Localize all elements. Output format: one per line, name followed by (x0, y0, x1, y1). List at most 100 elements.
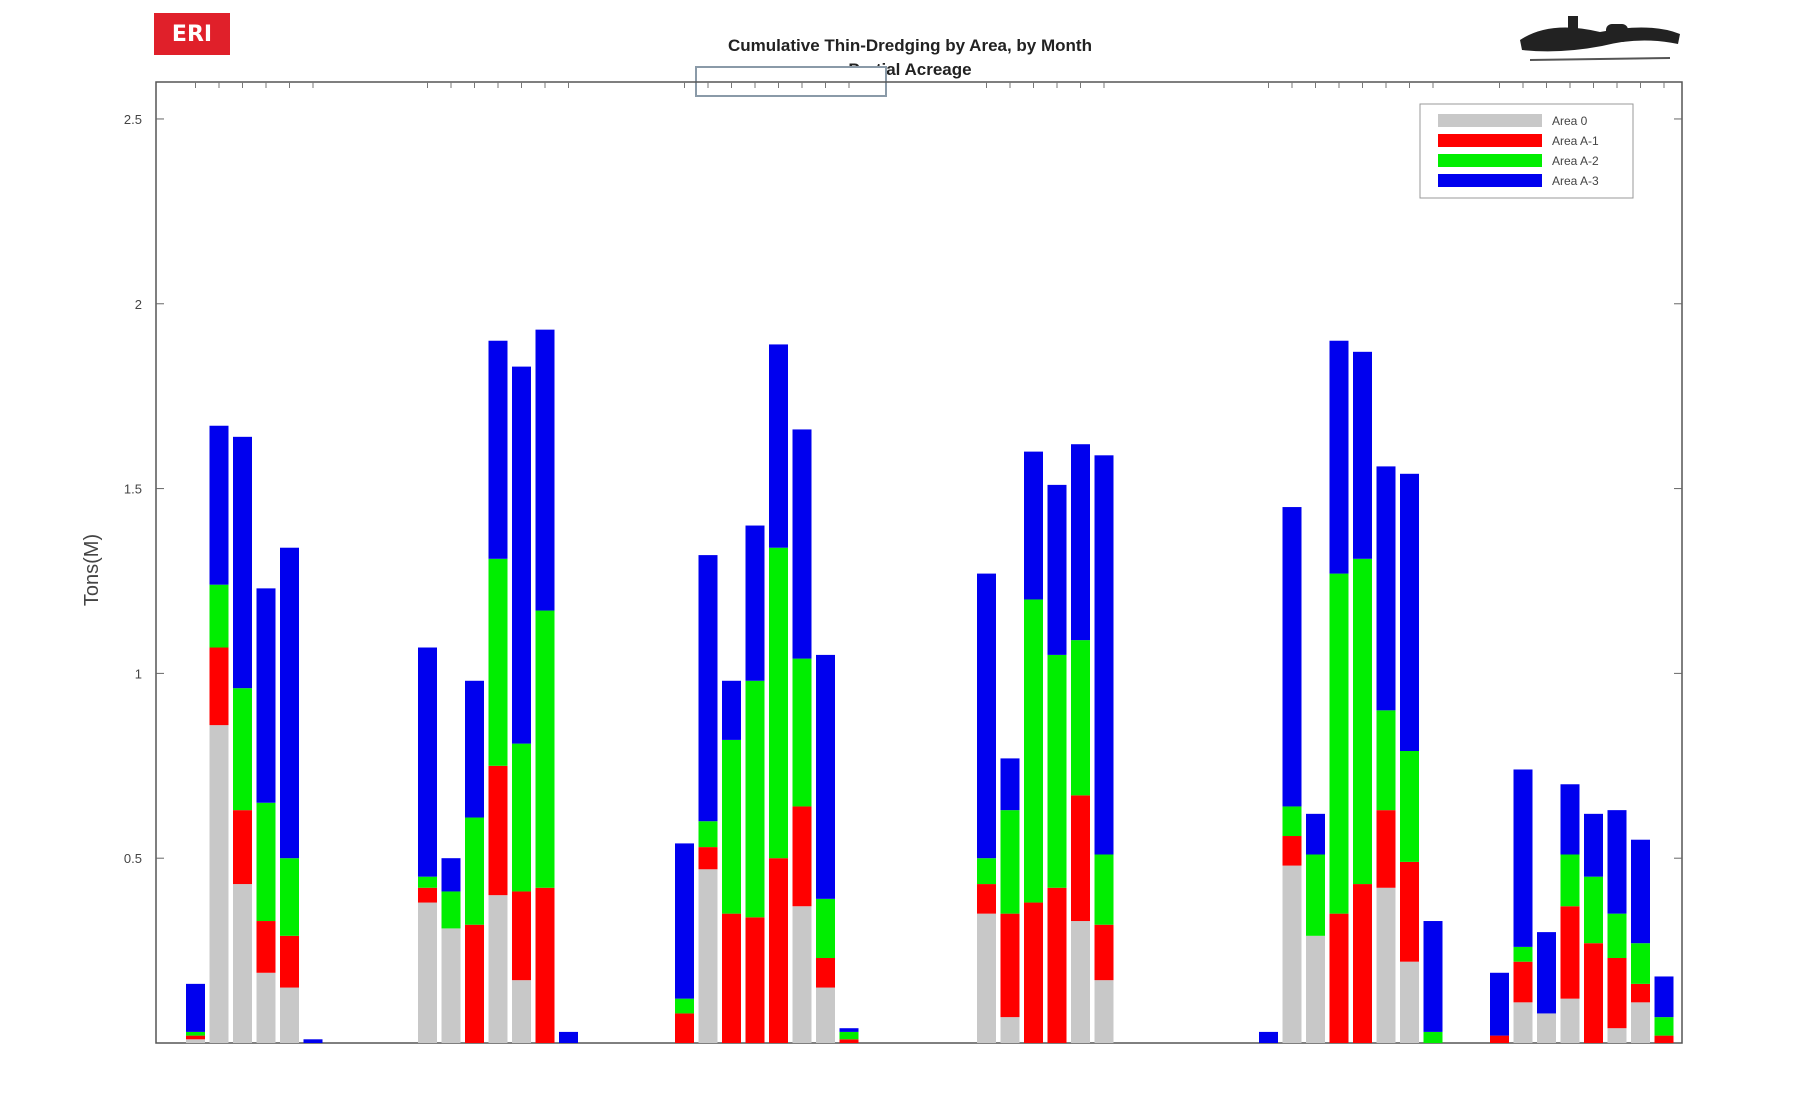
bar-segment-area-3 (559, 1031, 578, 1043)
legend-swatch (1438, 174, 1542, 187)
bar-segment-area-3 (535, 329, 555, 611)
bar-segment-area-2 (1584, 876, 1603, 944)
bar-segment-area-3 (280, 547, 299, 859)
bar-segment-area-1 (722, 913, 741, 1043)
legend-label: Area A-2 (1552, 154, 1599, 168)
bar-segment-area-3 (256, 588, 276, 803)
bar-segment-area-2 (1329, 573, 1349, 914)
bar-segment-area-1 (1329, 913, 1349, 1043)
bar-segment-area-1 (186, 1035, 205, 1040)
axes-layer: 0.5 1 1.5 2 2.5 Tons(M) (81, 82, 1682, 866)
bar-segment-area-2 (1353, 558, 1372, 885)
bar-segment-area-2 (186, 1031, 205, 1036)
legend-swatch (1438, 134, 1542, 147)
bar-segment-area-2 (722, 739, 741, 914)
bar-segment-area-2 (441, 891, 461, 929)
bar-segment-area-1 (209, 647, 229, 726)
bar-segment-area-2 (1654, 1017, 1674, 1036)
bar-segment-area-3 (1094, 455, 1114, 855)
bar-segment-area-2 (816, 898, 835, 958)
bar-segment-area-1 (418, 887, 437, 903)
legend-label: Area A-1 (1552, 134, 1599, 148)
bar-segment-area-0 (1513, 1002, 1533, 1043)
bar-segment-area-0 (488, 895, 508, 1043)
bar-segment-area-1 (816, 957, 835, 988)
bar-segment-area-3 (792, 429, 812, 659)
bar-segment-area-0 (977, 913, 996, 1043)
bar-segment-area-2 (1306, 854, 1325, 936)
bar-segment-area-1 (675, 1013, 694, 1043)
bar-segment-area-3 (1631, 839, 1650, 944)
bar-segment-area-2 (488, 558, 508, 766)
bar-segment-area-2 (698, 821, 718, 848)
bar-segment-area-3 (441, 858, 461, 892)
bar-segment-area-2 (839, 1031, 859, 1040)
bar-segment-area-2 (1094, 854, 1114, 925)
bar-segment-area-1 (280, 935, 299, 988)
legend-swatch (1438, 114, 1542, 127)
bar-segment-area-3 (488, 340, 508, 559)
bar-segment-area-0 (1400, 961, 1419, 1043)
bar-segment-area-3 (186, 983, 205, 1032)
legend-label: Area A-3 (1552, 174, 1599, 188)
bar-segment-area-3 (839, 1028, 859, 1032)
bar-segment-area-1 (977, 884, 996, 914)
bar-segment-area-3 (769, 344, 788, 548)
bar-segment-area-2 (233, 688, 252, 811)
bar-segment-area-3 (1400, 473, 1419, 752)
bar-segment-area-3 (745, 525, 765, 681)
bar-segment-area-0 (418, 902, 437, 1043)
bar-segment-area-0 (1094, 980, 1114, 1043)
bar-segment-area-3 (303, 1039, 323, 1043)
bar-segment-area-0 (816, 987, 835, 1043)
bar-segment-area-1 (1400, 861, 1419, 962)
legend: Area 0 Area A-1 Area A-2 Area A-3 (1419, 103, 1634, 199)
bar-segment-area-0 (792, 906, 812, 1043)
bar-segment-area-1 (1560, 906, 1580, 999)
bar-segment-area-0 (698, 869, 718, 1043)
bar-segment-area-0 (1607, 1028, 1627, 1043)
bar-segment-area-3 (1490, 972, 1509, 1036)
y-tick-label: 1.5 (124, 482, 142, 497)
bar-segment-area-2 (977, 858, 996, 885)
bar-segment-area-1 (1376, 810, 1396, 888)
bar-segment-area-3 (209, 425, 229, 585)
y-tick-label: 0.5 (124, 851, 142, 866)
y-tick-label: 2.5 (124, 112, 142, 127)
bar-segment-area-1 (1000, 913, 1020, 1018)
bar-segment-area-1 (698, 847, 718, 870)
bar-segment-area-3 (512, 366, 531, 744)
bar-segment-area-1 (1047, 887, 1067, 1043)
bar-segment-area-3 (418, 647, 437, 877)
bar-segment-area-3 (465, 680, 484, 818)
bar-segment-area-0 (1560, 998, 1580, 1043)
bar-segment-area-3 (675, 843, 694, 999)
bar-segment-area-3 (1024, 451, 1043, 600)
bar-segment-area-3 (1376, 466, 1396, 711)
bar-segment-area-1 (769, 858, 788, 1043)
bar-segment-area-2 (745, 680, 765, 918)
bar-segment-area-1 (1607, 957, 1627, 1029)
bar-segment-area-2 (1607, 913, 1627, 958)
bar-segment-area-3 (1071, 444, 1090, 641)
bar-segment-area-1 (535, 887, 555, 1043)
bar-segment-area-3 (1560, 784, 1580, 855)
bar-segment-area-2 (675, 998, 694, 1014)
bar-segment-area-3 (1282, 507, 1302, 807)
bar-segment-area-2 (535, 610, 555, 888)
bar-segment-area-0 (1000, 1017, 1020, 1043)
bar-segment-area-0 (1282, 865, 1302, 1043)
bar-segment-area-0 (1306, 935, 1325, 1043)
bar-segment-area-1 (233, 810, 252, 885)
bar-segment-area-2 (1024, 599, 1043, 903)
bars-layer (186, 329, 1674, 1043)
bar-segment-area-2 (280, 858, 299, 936)
bar-segment-area-2 (465, 817, 484, 925)
bar-segment-area-1 (465, 924, 484, 1043)
bar-segment-area-3 (722, 680, 741, 740)
bar-segment-area-0 (1071, 921, 1090, 1043)
bar-segment-area-1 (1353, 884, 1372, 1043)
bar-segment-area-0 (186, 1039, 205, 1043)
